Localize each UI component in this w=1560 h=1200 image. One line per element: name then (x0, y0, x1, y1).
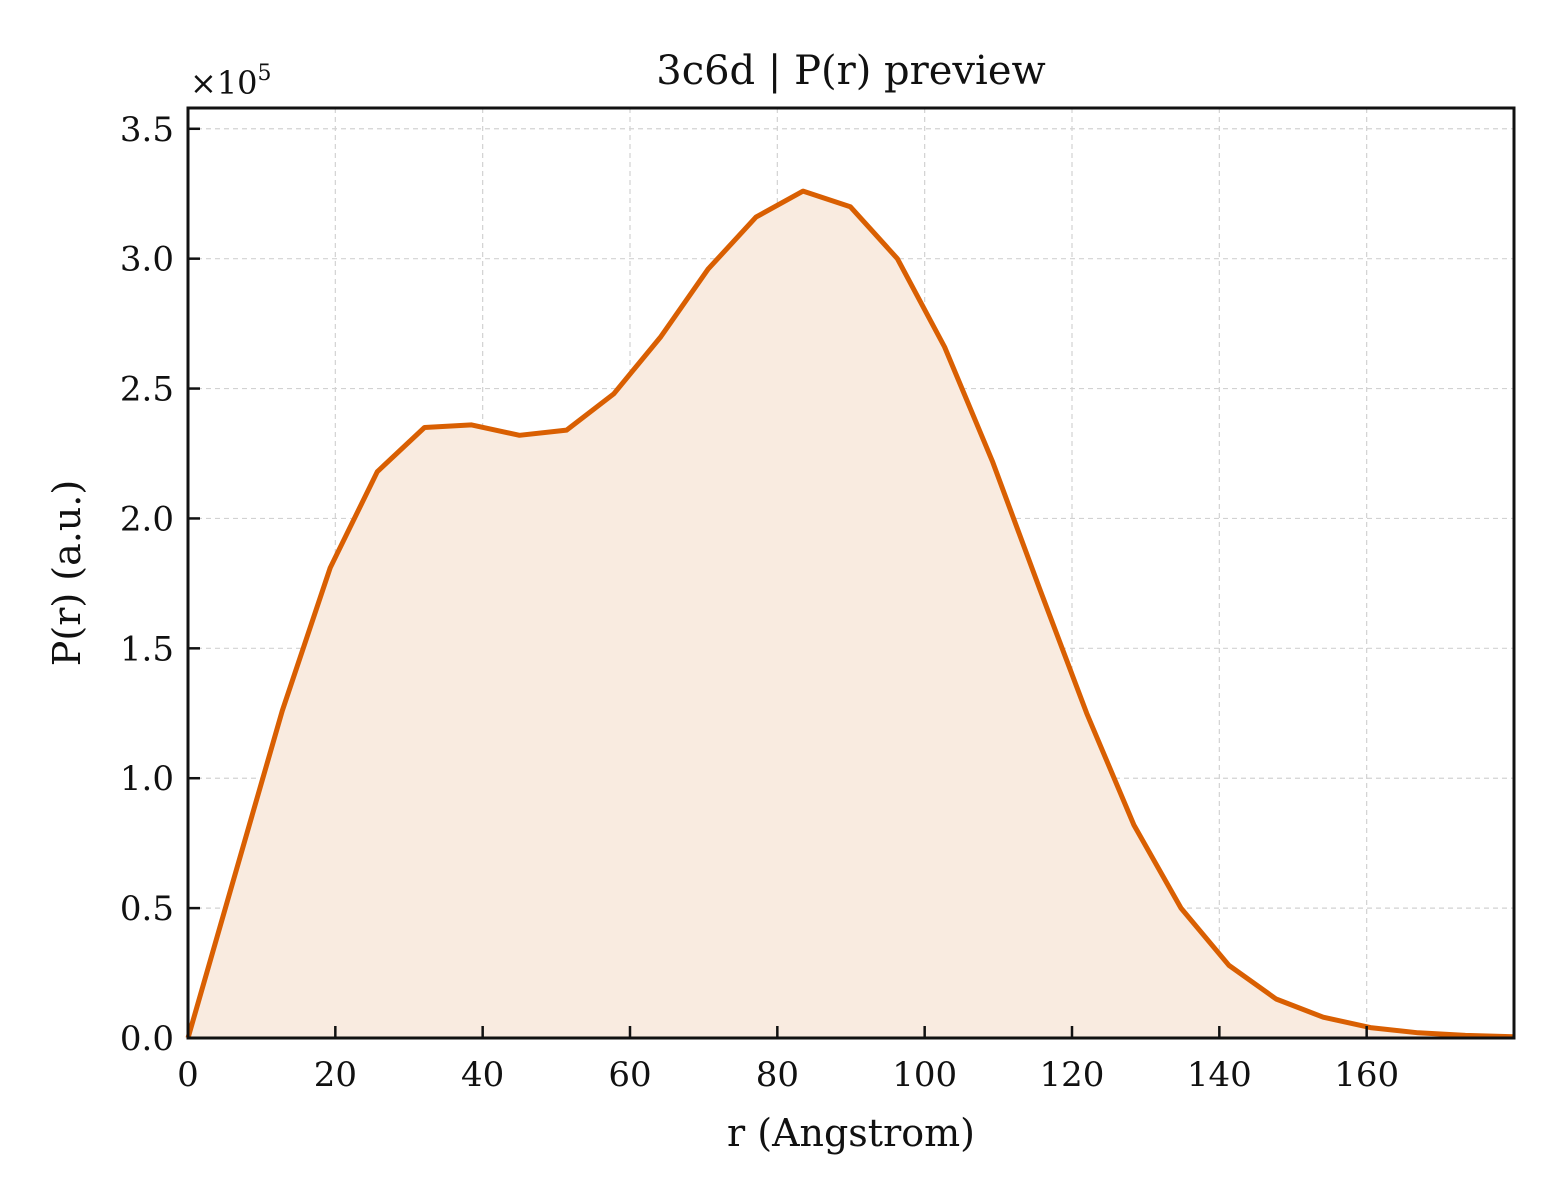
y-axis-multiplier: ×105 (190, 61, 272, 102)
y-tick-label: 0.5 (120, 889, 174, 929)
y-multiplier-base: ×10 (190, 64, 258, 102)
x-tick-label: 40 (461, 1055, 504, 1095)
y-tick-label: 3.5 (120, 110, 174, 150)
y-tick-label: 2.5 (120, 370, 174, 410)
y-tick-label: 1.0 (120, 759, 174, 799)
x-tick-label: 100 (892, 1055, 957, 1095)
y-axis-label: P(r) (a.u.) (45, 480, 89, 666)
x-tick-label: 80 (756, 1055, 799, 1095)
y-tick-label: 0.0 (120, 1019, 174, 1059)
x-tick-label: 60 (608, 1055, 651, 1095)
axis-ticks (186, 127, 1368, 1040)
y-tick-label: 2.0 (120, 499, 174, 539)
y-tick-label: 1.5 (120, 629, 174, 669)
x-tick-label: 20 (314, 1055, 357, 1095)
y-tick-labels: 0.0 0.5 1.0 1.5 2.0 2.5 3.0 3.5 (120, 110, 174, 1059)
chart-title: 3c6d | P(r) preview (656, 48, 1045, 94)
x-axis-label: r (Angstrom) (727, 1111, 975, 1155)
x-tick-label: 140 (1187, 1055, 1252, 1095)
plot-frame (186, 106, 1516, 1040)
pr-area-fill (188, 191, 1514, 1039)
x-tick-label: 120 (1040, 1055, 1105, 1095)
y-tick-label: 3.0 (120, 240, 174, 280)
pr-series-line (185, 188, 1515, 1040)
y-multiplier-exponent: 5 (258, 61, 272, 86)
x-tick-labels: 0 20 40 60 80 100 120 140 160 (177, 1055, 1399, 1095)
x-tick-label: 160 (1334, 1055, 1399, 1095)
x-tick-label: 0 (177, 1055, 199, 1095)
